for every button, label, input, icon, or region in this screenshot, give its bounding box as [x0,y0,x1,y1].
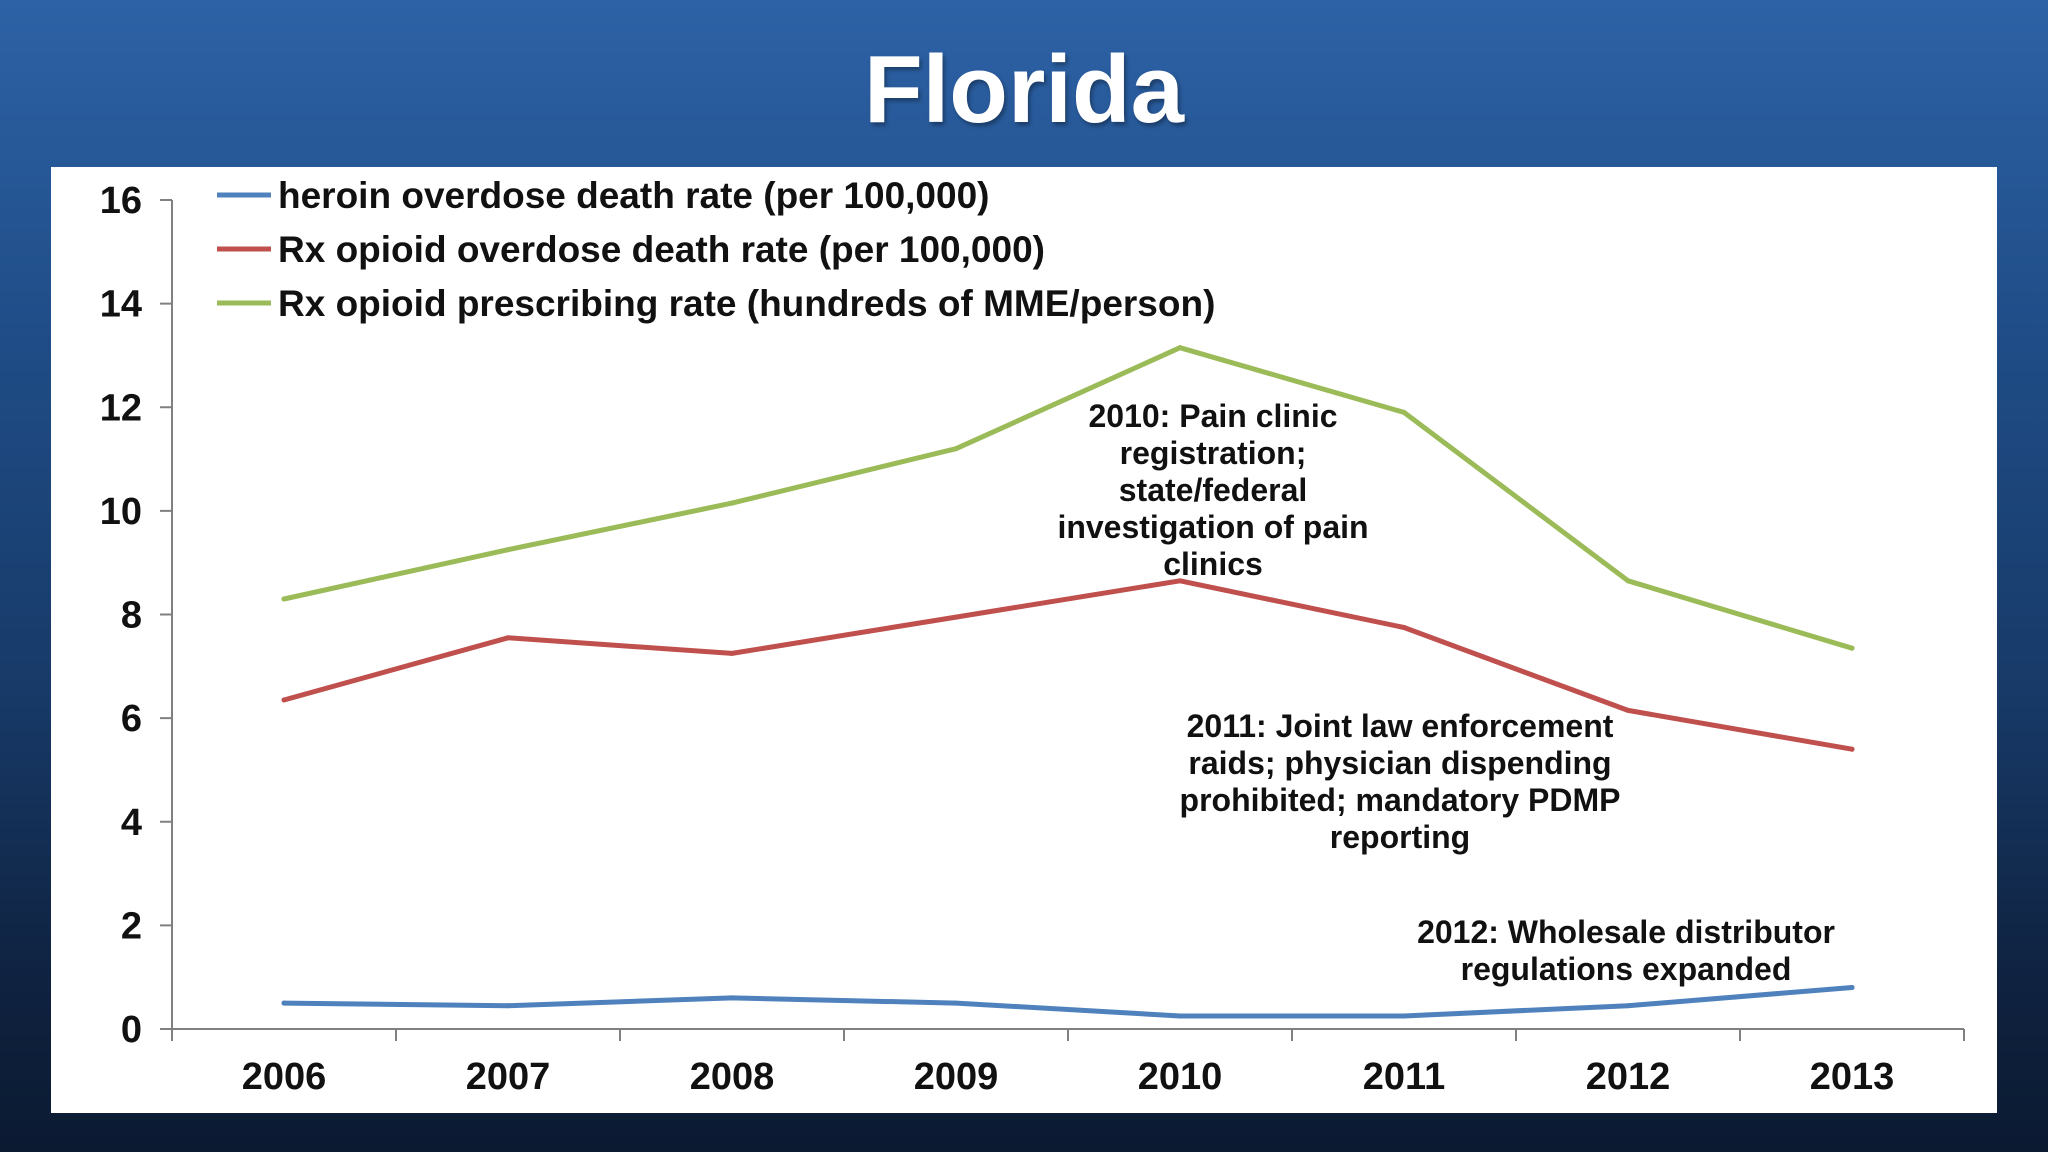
data-point [1177,578,1183,584]
data-point [1849,985,1855,991]
annotation-line: registration; [1120,435,1307,471]
data-point [1177,345,1183,351]
data-point [1401,409,1407,415]
y-tick-label: 10 [100,491,142,533]
data-point [953,614,959,620]
chart-panel: 0 2 4 6 8 10 12 14 16 2006 2007 2008 2009 2010 2011 201… [51,167,1997,1113]
data-point [953,446,959,452]
y-tick-label: 14 [100,284,142,326]
x-tick-label: 2006 [242,1056,327,1098]
annotation-line: 2010: Pain clinic [1088,398,1337,434]
data-point [505,635,511,641]
data-point [1625,707,1631,713]
data-point [281,697,287,703]
chart-annotations: 2010: Pain clinicregistration;state/fede… [1057,398,1835,987]
data-point [1849,746,1855,752]
series-line-1 [281,578,1855,752]
x-tick-label: 2008 [690,1056,775,1098]
data-point [1401,624,1407,630]
chart-series [281,345,1855,1019]
line-chart: 0 2 4 6 8 10 12 14 16 2006 2007 2008 2009 2010 2011 201… [100,175,1965,1098]
data-point [505,547,511,553]
y-tick-label: 4 [121,802,142,844]
chart-legend: heroin overdose death rate (per 100,000)… [217,175,1215,324]
series-line-2 [281,345,1855,651]
x-tick-label: 2012 [1586,1056,1671,1098]
data-point [729,500,735,506]
x-tick-label: 2013 [1810,1056,1895,1098]
annotation-line: 2011: Joint law enforcement [1187,708,1614,744]
chart-axes: 0 2 4 6 8 10 12 14 16 2006 2007 2008 2009 2010 2011 201… [100,180,1965,1098]
data-point [1625,1003,1631,1009]
data-point [1401,1013,1407,1019]
y-tick-label: 8 [121,595,142,637]
y-tick-label: 6 [121,698,142,740]
data-point [1625,578,1631,584]
data-point [729,650,735,656]
slide-title: Florida [863,36,1184,143]
data-point [1849,645,1855,651]
annotation-line: state/federal [1119,472,1308,508]
annotation-line: reporting [1330,819,1470,855]
x-tick-label: 2010 [1138,1056,1223,1098]
annotation-line: clinics [1163,546,1263,582]
data-point [1177,1013,1183,1019]
y-tick-label: 0 [121,1009,142,1051]
data-point [505,1003,511,1009]
annotation-line: 2012: Wholesale distributor [1417,914,1835,950]
legend-label: Rx opioid overdose death rate (per 100,0… [278,229,1045,270]
data-point [281,596,287,602]
data-point [729,995,735,1001]
data-point [281,1000,287,1006]
y-tick-label: 16 [100,180,142,222]
legend-label: Rx opioid prescribing rate (hundreds of … [278,283,1215,324]
x-tick-label: 2007 [466,1056,551,1098]
x-tick-label: 2011 [1363,1056,1445,1098]
legend-label: heroin overdose death rate (per 100,000) [278,175,990,216]
x-tick-label: 2009 [914,1056,999,1098]
series-line-0 [281,985,1855,1019]
annotation-line: raids; physician dispending [1188,745,1611,781]
annotation-0: 2010: Pain clinicregistration;state/fede… [1057,398,1368,582]
data-point [953,1000,959,1006]
annotation-line: investigation of pain [1057,509,1368,545]
annotation-line: prohibited; mandatory PDMP [1180,782,1621,818]
y-tick-label: 2 [121,905,142,947]
annotation-line: regulations expanded [1461,951,1792,987]
y-tick-label: 12 [100,387,142,429]
